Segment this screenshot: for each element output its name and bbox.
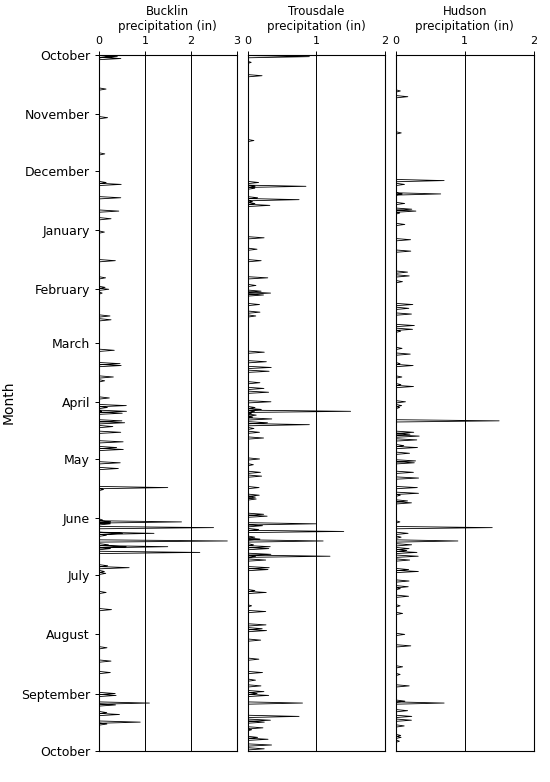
Title: Hudson
precipitation (in): Hudson precipitation (in) bbox=[415, 5, 514, 33]
Y-axis label: Month: Month bbox=[1, 381, 15, 425]
Title: Trousdale
precipitation (in): Trousdale precipitation (in) bbox=[267, 5, 366, 33]
Title: Bucklin
precipitation (in): Bucklin precipitation (in) bbox=[118, 5, 217, 33]
